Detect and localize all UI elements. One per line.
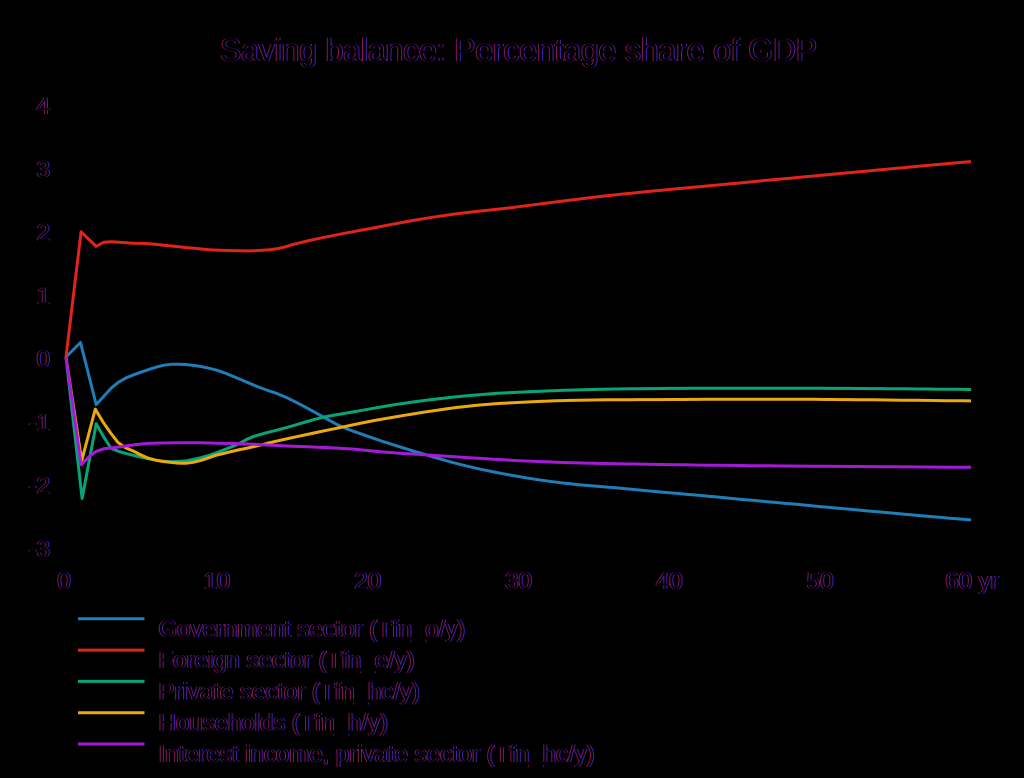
svg-text:0: 0 bbox=[36, 346, 49, 373]
svg-text:Households (Tfn_h/y): Households (Tfn_h/y) bbox=[160, 710, 389, 737]
svg-text:Households (Tfn_h/y): Households (Tfn_h/y) bbox=[159, 710, 388, 737]
svg-text:1: 1 bbox=[36, 283, 49, 310]
svg-text:60 yr: 60 yr bbox=[945, 568, 998, 595]
svg-text:1: 1 bbox=[37, 283, 50, 310]
svg-text:Private sector (Tfn_hc/y): Private sector (Tfn_hc/y) bbox=[158, 678, 419, 705]
svg-text:2: 2 bbox=[37, 220, 50, 247]
svg-text:20: 20 bbox=[353, 568, 380, 595]
svg-text:4: 4 bbox=[38, 93, 51, 120]
svg-text:-1: -1 bbox=[30, 409, 51, 436]
svg-text:0: 0 bbox=[57, 568, 70, 595]
svg-text:30: 30 bbox=[504, 568, 531, 595]
svg-text:4: 4 bbox=[36, 93, 49, 120]
svg-text:60 yr: 60 yr bbox=[944, 568, 997, 595]
svg-text:3: 3 bbox=[37, 156, 50, 183]
svg-text:4: 4 bbox=[37, 93, 50, 120]
svg-text:3: 3 bbox=[38, 156, 51, 183]
svg-text:0: 0 bbox=[38, 346, 51, 373]
svg-text:Foreign sector (Tfn_e/y): Foreign sector (Tfn_e/y) bbox=[158, 647, 414, 674]
svg-text:50: 50 bbox=[808, 568, 835, 595]
svg-text:Interest income, private secto: Interest income, private sector (Tfn_hc/… bbox=[160, 741, 596, 768]
svg-text:10: 10 bbox=[204, 568, 231, 595]
svg-text:Private sector (Tfn_hc/y): Private sector (Tfn_hc/y) bbox=[160, 678, 421, 705]
svg-text:3: 3 bbox=[36, 156, 49, 183]
svg-text:-2: -2 bbox=[29, 473, 50, 500]
svg-text:Government sector (Tfn_o/y): Government sector (Tfn_o/y) bbox=[160, 616, 467, 643]
svg-text:50: 50 bbox=[807, 568, 834, 595]
svg-text:1: 1 bbox=[38, 283, 51, 310]
svg-text:0: 0 bbox=[37, 346, 50, 373]
svg-text:40: 40 bbox=[657, 568, 684, 595]
svg-text:20: 20 bbox=[355, 568, 382, 595]
svg-text:Saving balance: Percentage sha: Saving balance: Percentage share of GDP bbox=[220, 32, 817, 68]
svg-text:Private sector (Tfn_hc/y): Private sector (Tfn_hc/y) bbox=[159, 678, 420, 705]
svg-text:10: 10 bbox=[202, 568, 229, 595]
svg-text:0: 0 bbox=[56, 568, 69, 595]
svg-text:10: 10 bbox=[203, 568, 230, 595]
svg-text:30: 30 bbox=[505, 568, 532, 595]
svg-text:0: 0 bbox=[58, 568, 71, 595]
svg-text:Saving balance: Percentage sha: Saving balance: Percentage share of GDP bbox=[221, 32, 818, 68]
svg-text:-1: -1 bbox=[29, 409, 50, 436]
svg-text:-2: -2 bbox=[30, 473, 51, 500]
svg-text:-3: -3 bbox=[30, 536, 51, 563]
svg-text:-2: -2 bbox=[28, 473, 49, 500]
svg-text:Foreign sector (Tfn_e/y): Foreign sector (Tfn_e/y) bbox=[160, 647, 416, 674]
svg-text:Interest income, private secto: Interest income, private sector (Tfn_hc/… bbox=[158, 741, 594, 768]
svg-text:Households (Tfn_h/y): Households (Tfn_h/y) bbox=[158, 710, 387, 737]
svg-text:50: 50 bbox=[806, 568, 833, 595]
svg-text:Interest income, private secto: Interest income, private sector (Tfn_hc/… bbox=[159, 741, 595, 768]
svg-text:2: 2 bbox=[38, 220, 51, 247]
svg-text:20: 20 bbox=[354, 568, 381, 595]
svg-text:40: 40 bbox=[656, 568, 683, 595]
svg-text:Saving balance: Percentage sha: Saving balance: Percentage share of GDP bbox=[219, 32, 816, 68]
svg-text:40: 40 bbox=[655, 568, 682, 595]
svg-text:-1: -1 bbox=[28, 409, 49, 436]
svg-text:-3: -3 bbox=[28, 536, 49, 563]
svg-text:Government sector (Tfn_o/y): Government sector (Tfn_o/y) bbox=[158, 616, 465, 643]
svg-text:2: 2 bbox=[36, 220, 49, 247]
svg-text:-3: -3 bbox=[29, 536, 50, 563]
svg-text:30: 30 bbox=[506, 568, 533, 595]
svg-text:60 yr: 60 yr bbox=[946, 568, 999, 595]
svg-text:Government sector (Tfn_o/y): Government sector (Tfn_o/y) bbox=[159, 616, 466, 643]
svg-text:Foreign sector (Tfn_e/y): Foreign sector (Tfn_e/y) bbox=[159, 647, 415, 674]
